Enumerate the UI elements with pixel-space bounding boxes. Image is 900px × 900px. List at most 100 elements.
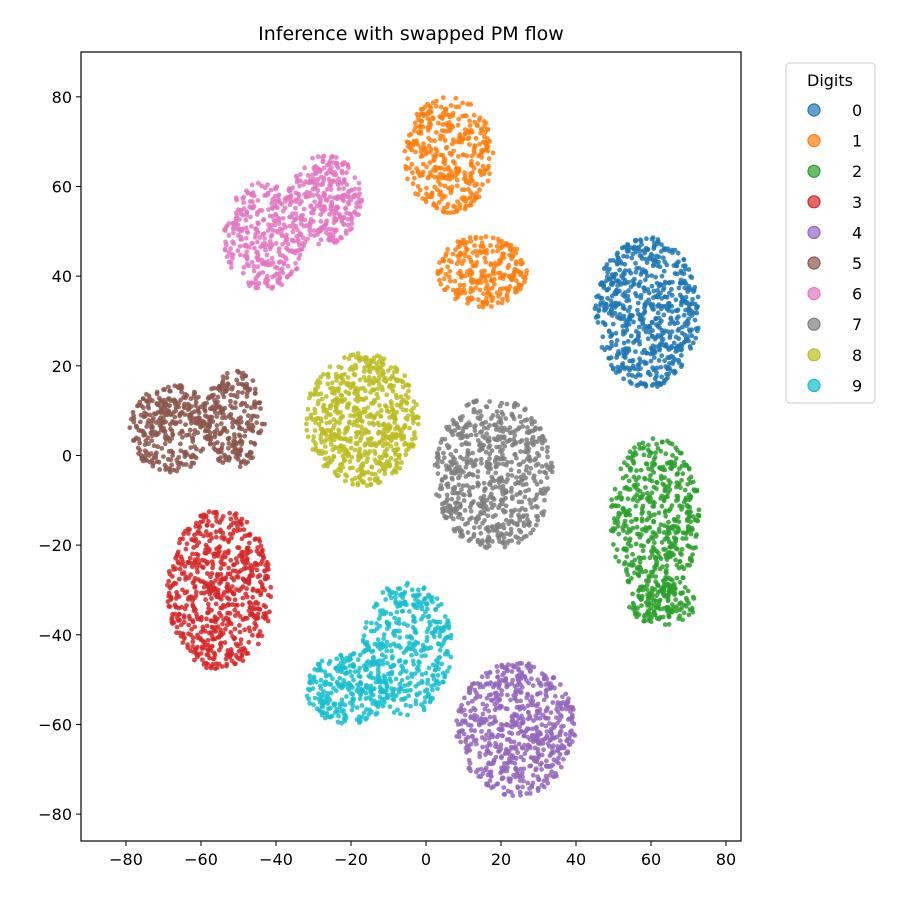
data-point [531, 702, 536, 708]
data-point [514, 719, 520, 725]
data-point [138, 419, 143, 425]
data-point [493, 464, 499, 469]
data-point [473, 135, 479, 141]
data-point [680, 536, 686, 541]
data-point [485, 166, 491, 171]
data-point [221, 617, 227, 623]
data-point [455, 491, 461, 496]
data-point [628, 284, 634, 290]
data-point [280, 253, 286, 259]
data-point [690, 594, 696, 600]
data-point [558, 764, 564, 770]
data-point [468, 286, 474, 291]
data-point [512, 684, 518, 689]
data-point [475, 537, 481, 543]
data-point [232, 613, 238, 618]
data-point [181, 403, 187, 409]
data-point [667, 290, 672, 296]
data-point [505, 472, 511, 478]
data-point [632, 445, 637, 450]
data-point [629, 519, 634, 524]
data-point [543, 723, 549, 729]
data-point [650, 333, 655, 339]
data-point [231, 230, 236, 236]
data-point [535, 517, 541, 523]
data-point [466, 744, 471, 749]
data-point [249, 182, 255, 188]
data-point [620, 475, 626, 481]
data-point [436, 179, 441, 184]
data-point [627, 304, 633, 310]
data-point [204, 561, 210, 567]
data-point [544, 776, 550, 782]
data-point [673, 530, 679, 536]
data-point [177, 566, 183, 572]
data-point [662, 622, 668, 627]
data-point [459, 289, 465, 295]
data-point [595, 320, 601, 325]
data-point [283, 235, 289, 241]
data-point [205, 545, 210, 550]
data-point [176, 454, 182, 460]
data-point [563, 706, 569, 712]
data-point [191, 431, 197, 437]
data-point [175, 559, 181, 564]
data-point [167, 604, 173, 609]
data-point [445, 264, 450, 270]
data-point [647, 324, 653, 330]
data-point [663, 513, 669, 519]
data-point [488, 278, 494, 283]
data-point [676, 565, 682, 571]
data-point [550, 700, 556, 705]
data-point [638, 237, 643, 243]
data-point [226, 548, 231, 554]
data-point [352, 209, 357, 215]
data-point [686, 466, 692, 472]
data-point [601, 285, 607, 290]
data-point [247, 283, 252, 289]
data-point [488, 416, 494, 421]
data-point [516, 741, 522, 747]
data-point [265, 182, 270, 188]
data-point [499, 239, 505, 244]
data-point [651, 307, 656, 312]
data-point [476, 774, 482, 779]
data-point [490, 720, 496, 726]
data-point [220, 530, 226, 536]
data-point [484, 431, 490, 436]
data-point [341, 160, 347, 165]
data-point [460, 728, 465, 733]
data-point [243, 384, 249, 389]
data-point [254, 212, 260, 217]
data-point [328, 231, 333, 237]
data-point [655, 550, 661, 556]
data-point [666, 588, 672, 594]
data-point [336, 176, 341, 182]
data-point [145, 403, 151, 409]
data-point [524, 271, 529, 277]
data-point [627, 536, 633, 542]
data-point [652, 566, 658, 572]
data-point [484, 404, 490, 410]
data-point [253, 599, 259, 605]
data-point [621, 340, 627, 346]
data-point [255, 220, 261, 226]
data-point [206, 648, 211, 653]
data-point [556, 760, 561, 766]
data-point [348, 197, 354, 203]
data-point [665, 345, 671, 351]
data-point [683, 497, 688, 503]
data-point [497, 484, 503, 490]
data-point [186, 432, 192, 438]
data-point [255, 545, 261, 550]
data-point [641, 543, 646, 549]
data-point [437, 277, 442, 283]
data-point [525, 692, 531, 698]
data-point [246, 625, 252, 631]
data-point [565, 736, 571, 742]
data-point [612, 305, 618, 310]
data-point [205, 661, 211, 667]
data-point [663, 494, 669, 500]
data-point [240, 576, 246, 582]
data-point [514, 704, 520, 710]
